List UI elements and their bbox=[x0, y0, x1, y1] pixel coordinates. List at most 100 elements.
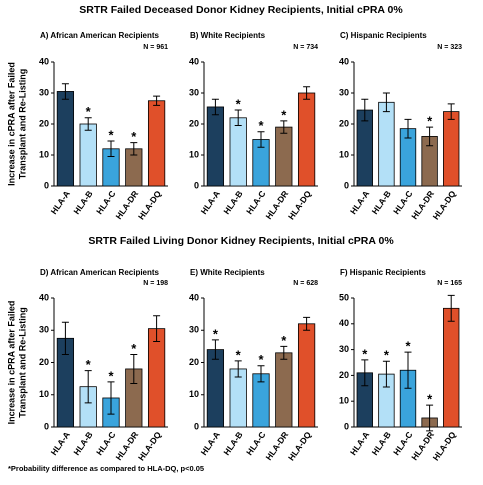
bar bbox=[229, 117, 247, 187]
y-tick-label: 20 bbox=[189, 357, 199, 367]
y-tick-label: 30 bbox=[189, 325, 199, 335]
significance-star: * bbox=[108, 368, 114, 383]
error-bar bbox=[130, 353, 138, 384]
section-title: SRTR Failed Deceased Donor Kidney Recipi… bbox=[79, 4, 403, 16]
bar bbox=[229, 368, 247, 428]
bar bbox=[206, 349, 225, 428]
error-bar bbox=[280, 120, 288, 134]
bar bbox=[79, 123, 97, 187]
panel-title: D) African American Recipients bbox=[40, 268, 160, 277]
footnote: *Probability difference as compared to H… bbox=[8, 464, 204, 473]
y-tick-label: 30 bbox=[39, 87, 49, 97]
significance-star: * bbox=[131, 129, 137, 144]
y-tick-label: 40 bbox=[339, 56, 349, 66]
n-label: N = 198 bbox=[143, 280, 168, 287]
panel-title: A) African American Recipients bbox=[40, 31, 160, 40]
y-tick-label: 40 bbox=[39, 292, 49, 302]
x-tick-label: HLA-DQ bbox=[136, 429, 163, 462]
bar bbox=[206, 106, 225, 187]
bar bbox=[297, 323, 316, 428]
bar bbox=[275, 126, 293, 187]
x-tick-label: HLA-B bbox=[71, 189, 94, 216]
bar bbox=[275, 352, 293, 428]
x-tick-label: HLA-A bbox=[348, 189, 371, 216]
bar bbox=[56, 91, 75, 187]
error-bar bbox=[447, 294, 455, 322]
significance-star: * bbox=[258, 118, 264, 133]
significance-star: * bbox=[281, 333, 287, 348]
y-tick-label: 10 bbox=[39, 389, 49, 399]
x-tick-label: HLA-DQ bbox=[136, 188, 163, 221]
bar bbox=[147, 328, 166, 428]
y-tick-label: 10 bbox=[189, 149, 199, 159]
y-tick-label: 40 bbox=[39, 56, 49, 66]
error-bar bbox=[404, 351, 412, 389]
significance-star: * bbox=[236, 96, 242, 111]
bar bbox=[147, 100, 166, 187]
n-label: N = 323 bbox=[437, 44, 462, 51]
y-tick-label: 10 bbox=[189, 389, 199, 399]
error-bar bbox=[280, 345, 288, 360]
error-bar bbox=[404, 118, 412, 139]
y-tick-label: 20 bbox=[189, 118, 199, 128]
x-tick-label: HLA-DQ bbox=[431, 188, 458, 221]
y-tick-label: 20 bbox=[39, 357, 49, 367]
error-bar bbox=[153, 95, 161, 106]
significance-star: * bbox=[258, 352, 264, 367]
y-axis-label: Increase in cPRA after Failed bbox=[6, 301, 16, 425]
error-bar bbox=[211, 339, 219, 360]
error-bar bbox=[234, 360, 242, 378]
error-bar bbox=[257, 131, 265, 148]
significance-star: * bbox=[108, 127, 114, 142]
panel-title: B) White Recipients bbox=[190, 31, 266, 40]
x-tick-label: HLA-A bbox=[199, 430, 222, 457]
x-tick-label: HLA-B bbox=[221, 189, 244, 216]
error-bar bbox=[130, 142, 138, 156]
y-tick-label: 30 bbox=[339, 344, 349, 354]
y-tick-label: 20 bbox=[39, 118, 49, 128]
error-bar bbox=[382, 92, 390, 113]
x-tick-label: HLA-B bbox=[370, 430, 393, 457]
x-tick-label: HLA-C bbox=[94, 430, 117, 457]
y-tick-label: 0 bbox=[344, 180, 349, 190]
x-tick-label: HLA-B bbox=[71, 430, 94, 457]
significance-star: * bbox=[281, 107, 287, 122]
x-tick-label: HLA-A bbox=[49, 430, 72, 457]
y-tick-label: 20 bbox=[339, 370, 349, 380]
significance-star: * bbox=[86, 357, 92, 372]
error-bar bbox=[426, 404, 434, 432]
y-tick-label: 10 bbox=[339, 396, 349, 406]
x-tick-label: HLA-B bbox=[370, 189, 393, 216]
bar bbox=[356, 109, 373, 187]
y-tick-label: 30 bbox=[39, 325, 49, 335]
error-bar bbox=[257, 365, 265, 383]
y-tick-label: 10 bbox=[339, 149, 349, 159]
bar bbox=[443, 307, 460, 428]
error-bar bbox=[234, 109, 242, 127]
x-tick-label: HLA-C bbox=[244, 430, 267, 457]
y-tick-label: 0 bbox=[194, 421, 199, 431]
error-bar bbox=[211, 98, 219, 116]
error-bar bbox=[84, 117, 92, 131]
significance-star: * bbox=[427, 114, 433, 129]
significance-star: * bbox=[236, 347, 242, 362]
panel-title: C) Hispanic Recipients bbox=[340, 31, 427, 40]
y-tick-label: 0 bbox=[44, 421, 49, 431]
n-label: N = 734 bbox=[293, 44, 318, 51]
n-label: N = 961 bbox=[143, 44, 168, 51]
x-tick-label: HLA-A bbox=[199, 189, 222, 216]
significance-star: * bbox=[405, 339, 411, 354]
panel-title: F) Hispanic Recipients bbox=[340, 268, 426, 277]
n-label: N = 165 bbox=[437, 280, 462, 287]
x-tick-label: HLA-C bbox=[244, 189, 267, 216]
bar bbox=[443, 111, 460, 187]
y-tick-label: 40 bbox=[339, 318, 349, 328]
significance-star: * bbox=[384, 348, 390, 363]
error-bar bbox=[61, 83, 69, 100]
error-bar bbox=[303, 86, 311, 100]
y-tick-label: 0 bbox=[44, 180, 49, 190]
significance-star: * bbox=[86, 104, 92, 119]
y-tick-label: 30 bbox=[339, 87, 349, 97]
error-bar bbox=[61, 321, 69, 355]
